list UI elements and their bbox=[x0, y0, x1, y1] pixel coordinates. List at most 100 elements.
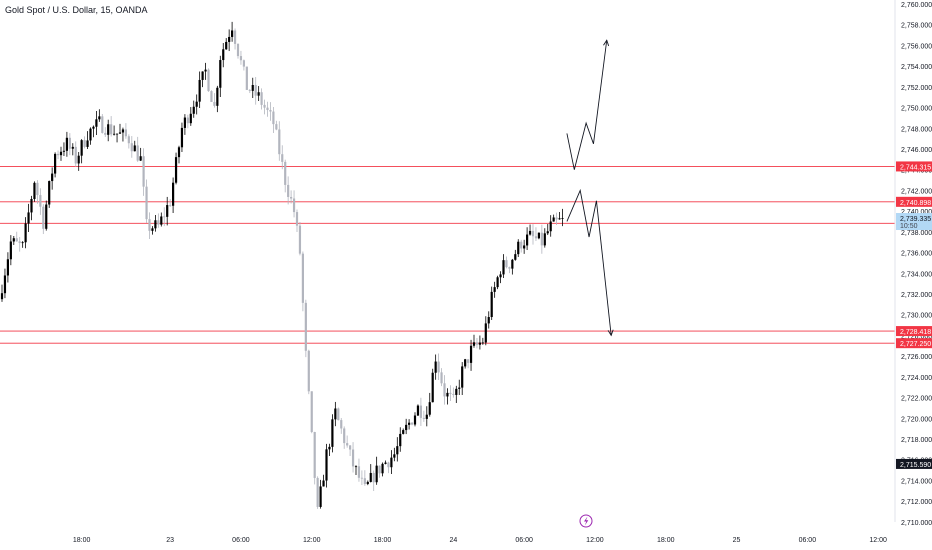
candle bbox=[334, 401, 337, 427]
candle bbox=[520, 239, 523, 253]
price-tick-label: 2,710.000 bbox=[901, 520, 932, 527]
bullish-projection-arrow[interactable] bbox=[566, 39, 610, 170]
candle bbox=[115, 133, 119, 143]
time-tick-label: 18:00 bbox=[73, 537, 91, 544]
candle bbox=[396, 437, 399, 462]
candle bbox=[89, 127, 92, 145]
candle bbox=[290, 190, 293, 204]
level-price-tag: 2,728.418 bbox=[896, 326, 932, 337]
price-tick-label: 2,760.000 bbox=[901, 2, 932, 9]
bearish-projection-arrow[interactable] bbox=[566, 188, 614, 337]
svg-text:2,744.315: 2,744.315 bbox=[900, 164, 931, 171]
candle bbox=[201, 71, 204, 88]
candle bbox=[266, 101, 269, 117]
candle bbox=[239, 50, 243, 65]
candle bbox=[248, 89, 251, 94]
candle bbox=[71, 143, 74, 156]
candle bbox=[21, 241, 24, 248]
candle bbox=[505, 256, 508, 269]
candle bbox=[284, 159, 287, 193]
candle bbox=[384, 460, 387, 465]
price-tick-label: 2,758.000 bbox=[901, 23, 932, 30]
candle bbox=[118, 123, 122, 134]
time-tick-label: 25 bbox=[733, 537, 741, 544]
candle bbox=[410, 422, 414, 426]
price-tick-label: 2,722.000 bbox=[901, 396, 932, 403]
candle bbox=[431, 368, 434, 403]
candle bbox=[113, 125, 116, 136]
time-tick-label: 18:00 bbox=[374, 537, 392, 544]
time-tick-label: 23 bbox=[166, 537, 174, 544]
candle bbox=[496, 275, 499, 290]
candle bbox=[517, 239, 520, 257]
candle bbox=[331, 414, 334, 453]
candle bbox=[136, 136, 139, 162]
candle bbox=[514, 249, 517, 261]
candle bbox=[9, 235, 12, 266]
candle bbox=[83, 136, 86, 149]
candle bbox=[443, 375, 446, 405]
candle bbox=[458, 379, 461, 395]
candle bbox=[419, 397, 422, 426]
price-tick-label: 2,754.000 bbox=[901, 64, 932, 71]
candle bbox=[455, 385, 458, 403]
candle bbox=[163, 207, 166, 227]
time-tick-label: 06:00 bbox=[232, 537, 250, 544]
candle bbox=[272, 107, 275, 134]
candle bbox=[381, 462, 384, 477]
candle bbox=[387, 461, 390, 474]
candles bbox=[0, 21, 564, 509]
price-axis[interactable]: 2,710.0002,712.0002,714.0002,716.0002,71… bbox=[901, 2, 932, 527]
svg-text:10:50: 10:50 bbox=[900, 223, 918, 230]
candle bbox=[121, 127, 125, 142]
candle bbox=[80, 139, 83, 164]
level-price-tag: 2,740.898 bbox=[896, 196, 932, 207]
projection-arrows bbox=[566, 39, 614, 337]
candle bbox=[133, 140, 136, 152]
candle bbox=[189, 107, 192, 126]
candle bbox=[549, 215, 552, 237]
candle bbox=[186, 114, 189, 129]
candle bbox=[228, 29, 231, 52]
candle bbox=[77, 152, 80, 171]
candle bbox=[446, 388, 449, 405]
candle bbox=[42, 204, 45, 235]
candle bbox=[478, 335, 481, 350]
price-tick-label: 2,732.000 bbox=[901, 292, 932, 299]
last-price-tag: 2,715.590 bbox=[896, 458, 932, 469]
candle bbox=[231, 21, 234, 42]
lightning-icon[interactable] bbox=[579, 514, 593, 528]
candle bbox=[287, 176, 290, 205]
candle bbox=[304, 299, 307, 358]
candle bbox=[92, 125, 95, 138]
price-tick-label: 2,712.000 bbox=[901, 499, 932, 506]
price-tick-label: 2,720.000 bbox=[901, 416, 932, 423]
candle bbox=[502, 254, 505, 279]
candle bbox=[254, 77, 257, 105]
candle bbox=[222, 43, 225, 68]
candle bbox=[499, 271, 502, 284]
candle bbox=[434, 354, 437, 380]
candle bbox=[537, 232, 540, 240]
candle bbox=[15, 231, 18, 242]
candle bbox=[3, 268, 7, 299]
candle bbox=[540, 224, 543, 254]
svg-text:2,727.250: 2,727.250 bbox=[900, 341, 931, 348]
horizontal-levels bbox=[0, 165, 895, 344]
candle bbox=[357, 458, 361, 482]
candle bbox=[461, 362, 464, 396]
price-tick-label: 2,726.000 bbox=[901, 354, 932, 361]
candle bbox=[487, 311, 490, 329]
candle bbox=[0, 284, 4, 302]
candle bbox=[343, 426, 346, 449]
candle bbox=[378, 465, 381, 478]
candle bbox=[422, 410, 425, 422]
candle bbox=[328, 443, 331, 456]
candle bbox=[543, 228, 546, 248]
candle bbox=[59, 146, 63, 161]
candle bbox=[322, 474, 325, 487]
time-axis[interactable]: 18:00 23 06:00 12:00 18:00 24 06:00 12:00 18:00 2… bbox=[73, 537, 887, 544]
price-tick-label: 2,742.000 bbox=[901, 188, 932, 195]
candle bbox=[467, 359, 470, 369]
